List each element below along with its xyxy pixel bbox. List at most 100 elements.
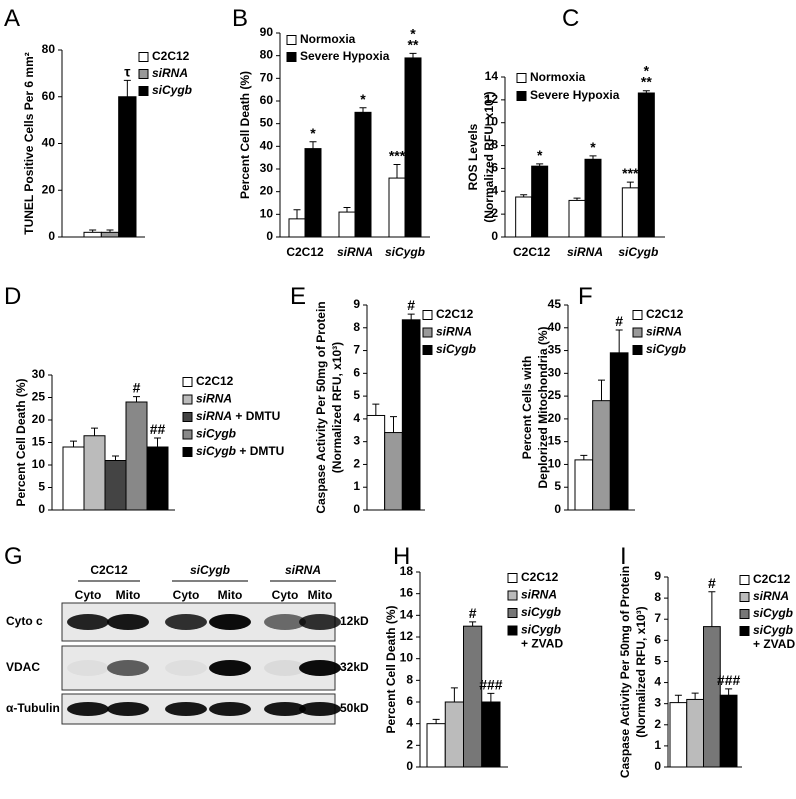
lane-label: Cyto <box>272 588 299 602</box>
x-tick-label: siRNA <box>567 245 603 259</box>
y-tick-label: 0 <box>353 502 360 516</box>
y-tick-label: 3 <box>654 696 661 710</box>
y-tick-label: 8 <box>353 320 360 334</box>
annotation: # <box>708 574 716 590</box>
blot-band <box>67 702 109 716</box>
legend-swatch <box>286 52 297 62</box>
legend-swatch <box>182 412 193 422</box>
blot-band <box>107 614 149 630</box>
y-tick-label: 15 <box>548 434 562 448</box>
error-bar <box>573 197 581 201</box>
annotation: * <box>644 62 650 78</box>
y-tick-label: 3 <box>353 434 360 448</box>
legend-label: siRNA + DMTU <box>196 409 280 423</box>
legend-swatch <box>632 345 643 355</box>
bar <box>338 211 356 238</box>
bar <box>669 702 688 768</box>
legend-label: Normoxia <box>300 32 356 46</box>
y-tick-label: 2 <box>491 206 498 220</box>
panel-letter: H <box>393 543 410 570</box>
bar <box>104 460 127 511</box>
bar <box>719 694 738 768</box>
annotation: # <box>469 605 477 621</box>
legend-swatch <box>422 310 433 320</box>
annotation: *** <box>622 165 639 181</box>
legend-swatch <box>632 310 643 320</box>
y-tick-label: 20 <box>548 411 562 425</box>
error-bar <box>450 687 458 702</box>
y-tick-label: 2 <box>353 457 360 471</box>
legend-swatch <box>182 447 193 457</box>
legend-swatch <box>138 86 149 96</box>
y-tick-label: 40 <box>548 320 562 334</box>
legend-label: siRNA <box>521 588 557 602</box>
error-bar <box>626 181 634 188</box>
y-tick-label: 6 <box>353 366 360 380</box>
legend-label: siRNA <box>646 325 682 339</box>
error-bar <box>580 454 588 460</box>
blot-band <box>165 660 207 676</box>
bar <box>388 177 406 238</box>
bar <box>515 196 533 238</box>
legend-label: C2C12 <box>521 570 559 584</box>
row-label: Cyto c <box>6 614 43 628</box>
legend-swatch <box>138 69 149 79</box>
bar <box>531 165 549 238</box>
y-tick-label: 1 <box>654 738 661 752</box>
legend-label: siRNA <box>436 325 472 339</box>
y-axis-label: Percent Cells with <box>520 356 534 459</box>
bar <box>637 92 655 238</box>
y-tick-label: 15 <box>32 435 46 449</box>
legend-label: siCygb + ZVAD <box>753 623 795 651</box>
error-bar <box>432 718 440 724</box>
y-axis-label: ROS Levels <box>466 123 480 190</box>
legend-label: C2C12 <box>646 307 684 321</box>
error-bar <box>708 591 716 627</box>
error-bar <box>309 141 317 149</box>
y-tick-label: 90 <box>260 25 274 39</box>
legend-label: siCygb <box>436 342 476 356</box>
lane-label: Mito <box>308 588 333 602</box>
blot-band <box>107 660 149 676</box>
error-bar <box>372 403 380 416</box>
annotation: ** <box>641 73 652 89</box>
row-label: α-Tubulin <box>6 701 60 715</box>
error-bar <box>359 107 367 113</box>
bar <box>609 352 629 511</box>
y-tick-label: 20 <box>260 184 274 198</box>
bar <box>83 435 106 511</box>
error-bar <box>674 694 682 703</box>
blot-band <box>299 702 341 716</box>
legend-label: Severe Hypoxia <box>300 49 390 63</box>
y-tick-label: 0 <box>491 229 498 243</box>
blot-band <box>67 660 109 676</box>
blot-band <box>209 614 251 630</box>
y-tick-label: 8 <box>406 673 413 687</box>
blot-band <box>107 702 149 716</box>
y-axis-label: Percent Cell Death (%) <box>238 71 252 199</box>
y-tick-label: 0 <box>654 759 661 773</box>
y-axis-label: Caspase Activity Per 50mg of Protein <box>618 566 632 778</box>
error-bar <box>409 52 417 58</box>
y-tick-label: 18 <box>400 564 414 578</box>
y-tick-label: 10 <box>32 457 46 471</box>
panel-letter: I <box>620 543 627 570</box>
y-tick-label: 2 <box>654 717 661 731</box>
bar <box>304 148 322 238</box>
y-axis-label: Percent Cell Death (%) <box>14 378 28 506</box>
blot-band <box>209 702 251 716</box>
lane-label: Mito <box>116 588 141 602</box>
y-tick-label: 30 <box>548 366 562 380</box>
y-tick-label: 5 <box>554 479 561 493</box>
panel-letter: D <box>4 283 21 310</box>
error-bar <box>642 90 650 93</box>
x-tick-label: C2C12 <box>286 245 324 259</box>
panel-letter: B <box>232 5 248 32</box>
legend-label: siRNA <box>152 66 188 80</box>
y-tick-label: 8 <box>491 138 498 152</box>
x-tick-label: siCygb <box>385 245 425 259</box>
y-tick-label: 9 <box>353 297 360 311</box>
legend-label: Normoxia <box>530 70 586 84</box>
error-bar <box>615 329 623 353</box>
y-tick-label: 5 <box>353 388 360 402</box>
